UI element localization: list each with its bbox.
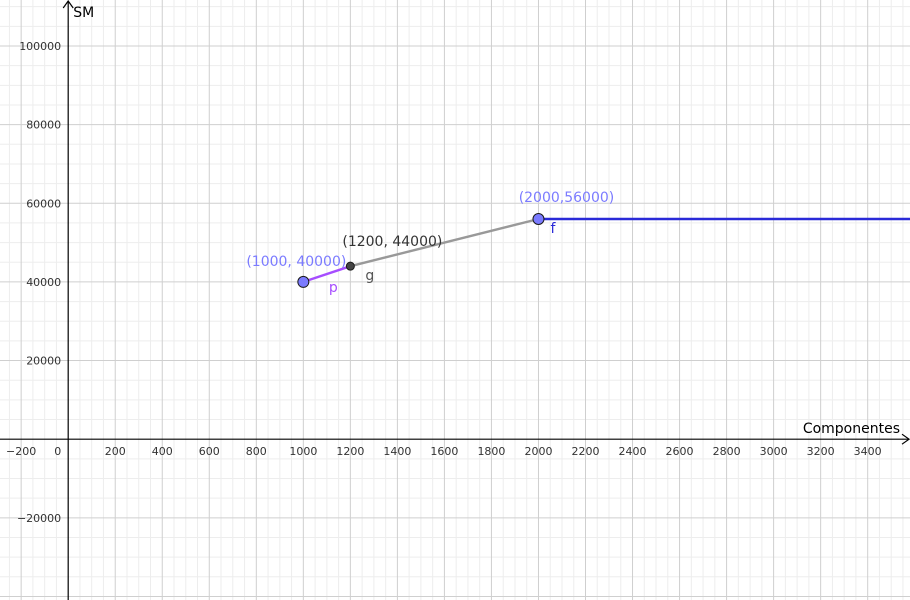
x-tick-label: 1200	[336, 445, 364, 458]
y-axis-arrow	[62, 0, 74, 9]
y-tick-label: 80000	[26, 119, 61, 132]
x-axis-arrow	[901, 433, 910, 445]
x-tick-label: 2000	[524, 445, 552, 458]
x-tick-label: 2800	[713, 445, 741, 458]
point-label-2: (1200, 44000)	[342, 234, 442, 250]
y-tick-label: 60000	[26, 197, 61, 210]
point-label-1: (1000, 40000)	[246, 254, 346, 270]
x-tick-label: 2600	[666, 445, 694, 458]
x-tick-label: 1600	[430, 445, 458, 458]
x-axis-title: Componentes	[803, 421, 900, 437]
point-1	[297, 275, 310, 288]
segment-label-f: f	[550, 221, 556, 237]
x-tick-label: 1000	[289, 445, 317, 458]
point-label-3: (2000,56000)	[519, 190, 615, 206]
x-tick-label: −200	[6, 445, 36, 458]
x-tick-label: 3200	[807, 445, 835, 458]
segment-label-p: p	[329, 280, 338, 296]
segment-label-g: g	[365, 268, 374, 284]
tick-labels: −200 200 400 600 800 1000 1200 1400 1600 1800 2000…	[6, 40, 882, 525]
x-tick-label: 2200	[572, 445, 600, 458]
series: p g f	[302, 217, 910, 296]
x-tick-label: 1800	[477, 445, 505, 458]
y-tick-label: −20000	[17, 512, 61, 525]
points: (1000, 40000) (1200, 44000) (2000,56000)	[246, 190, 615, 288]
segment-p	[302, 264, 352, 284]
x-tick-label: 2400	[619, 445, 647, 458]
point-3	[532, 213, 545, 226]
y-tick-label: 100000	[19, 40, 61, 53]
y-tick-label: 20000	[26, 355, 61, 368]
x-tick-label: 200	[105, 445, 126, 458]
y-tick-label: 40000	[26, 276, 61, 289]
y-axis-title: SM	[73, 5, 94, 21]
x-tick-label: 3400	[854, 445, 882, 458]
x-tick-label: 800	[246, 445, 267, 458]
x-tick-label: 1400	[383, 445, 411, 458]
x-tick-label: 400	[152, 445, 173, 458]
point-2	[345, 261, 355, 271]
origin-label: 0	[54, 445, 61, 458]
x-tick-label: 3000	[760, 445, 788, 458]
x-tick-label: 600	[199, 445, 220, 458]
segment-g	[349, 217, 540, 268]
